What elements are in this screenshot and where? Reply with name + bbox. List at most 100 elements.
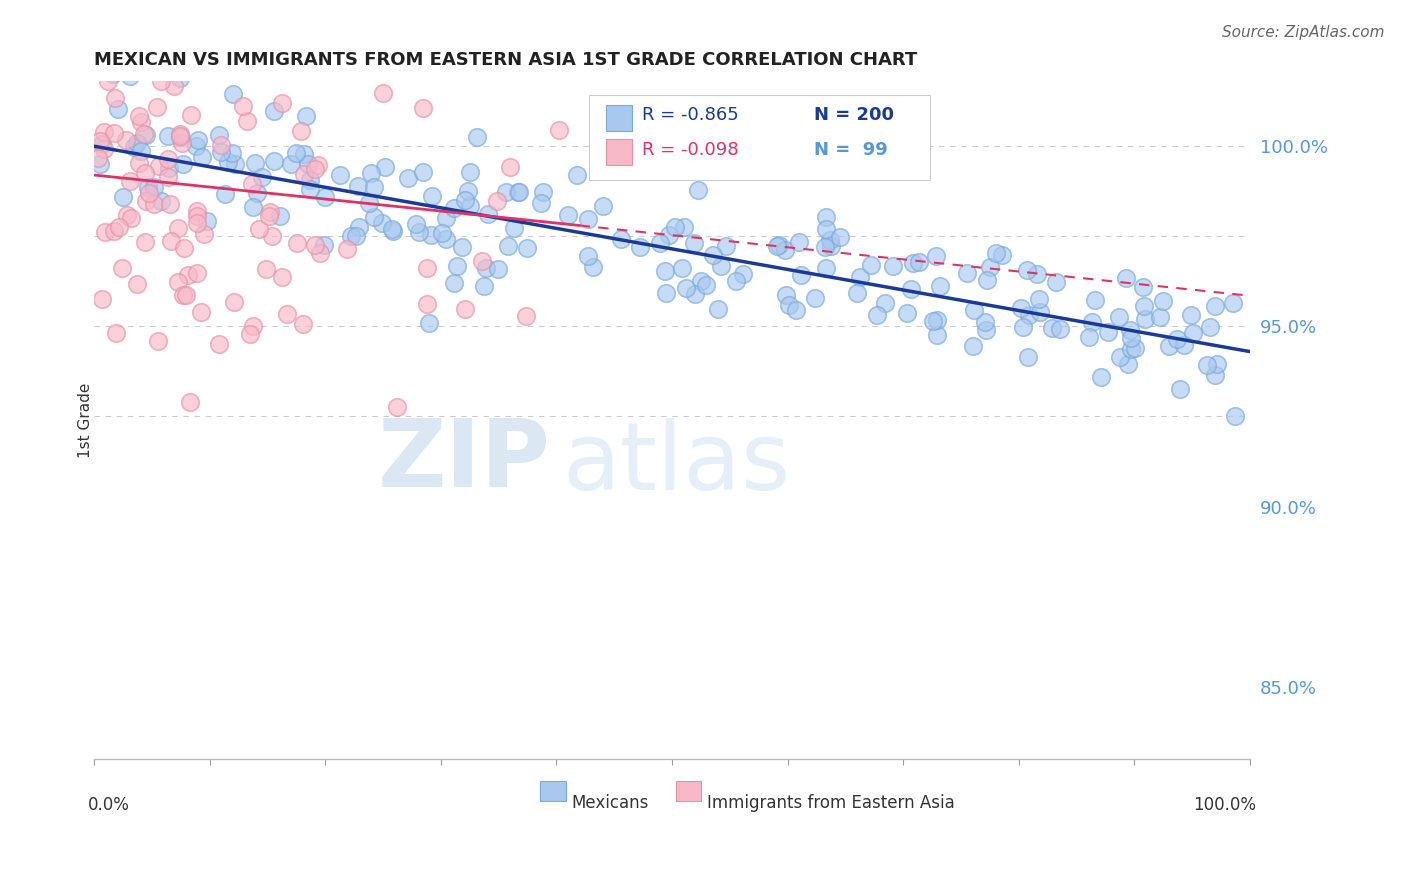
- Point: [828, 230, 851, 244]
- Point: [472, 279, 495, 293]
- Point: [1121, 342, 1143, 356]
- Point: [963, 302, 986, 317]
- Point: [309, 40, 332, 54]
- Point: [381, 222, 404, 236]
- Point: [814, 240, 837, 254]
- Bar: [606, 139, 631, 165]
- Point: [612, 27, 634, 41]
- Point: [695, 277, 717, 292]
- Point: [270, 270, 292, 285]
- Point: [654, 264, 676, 278]
- Point: [714, 238, 737, 252]
- Point: [208, 336, 231, 351]
- Point: [186, 266, 208, 280]
- Point: [984, 246, 1007, 260]
- Point: [485, 194, 508, 208]
- Point: [120, 174, 142, 188]
- Point: [515, 309, 537, 323]
- Text: ZIP: ZIP: [378, 415, 551, 507]
- Point: [1119, 323, 1142, 337]
- Point: [363, 211, 385, 225]
- Point: [176, 288, 198, 302]
- Point: [135, 128, 157, 142]
- Point: [346, 178, 368, 193]
- Point: [675, 280, 697, 294]
- Point: [768, 238, 790, 252]
- Point: [1119, 331, 1142, 345]
- Point: [1206, 357, 1229, 371]
- Point: [1157, 339, 1180, 353]
- Point: [658, 228, 681, 243]
- Point: [766, 239, 789, 253]
- Point: [163, 78, 186, 93]
- Point: [498, 239, 520, 253]
- Point: [262, 229, 284, 244]
- Point: [576, 212, 599, 227]
- Point: [508, 185, 530, 199]
- Point: [166, 275, 188, 289]
- Point: [420, 189, 443, 203]
- Point: [166, 221, 188, 235]
- Point: [127, 277, 149, 291]
- Point: [312, 238, 335, 252]
- Bar: [675, 781, 702, 802]
- Point: [170, 136, 193, 150]
- Text: Immigrants from Eastern Asia: Immigrants from Eastern Asia: [707, 794, 955, 812]
- Point: [240, 177, 263, 191]
- Point: [314, 190, 336, 204]
- Point: [187, 133, 209, 147]
- Point: [465, 129, 488, 144]
- Point: [1195, 358, 1218, 372]
- Text: MEXICAN VS IMMIGRANTS FROM EASTERN ASIA 1ST GRADE CORRELATION CHART: MEXICAN VS IMMIGRANTS FROM EASTERN ASIA …: [94, 51, 917, 69]
- Point: [849, 269, 872, 284]
- Point: [896, 306, 918, 320]
- Point: [1204, 299, 1226, 313]
- Point: [499, 161, 522, 175]
- Point: [90, 292, 112, 306]
- Point: [1018, 308, 1040, 322]
- Point: [271, 95, 294, 110]
- Point: [1108, 310, 1130, 325]
- Point: [259, 204, 281, 219]
- Point: [582, 260, 605, 274]
- Point: [136, 179, 159, 194]
- Point: [775, 288, 797, 302]
- Point: [242, 318, 264, 333]
- Point: [683, 287, 706, 301]
- Point: [103, 224, 125, 238]
- Point: [263, 103, 285, 118]
- Point: [157, 161, 180, 175]
- Point: [242, 200, 264, 214]
- Point: [1199, 320, 1222, 334]
- Point: [83, 29, 105, 43]
- Point: [1025, 268, 1047, 282]
- Point: [292, 147, 315, 161]
- Point: [112, 190, 135, 204]
- Point: [120, 211, 142, 225]
- Point: [214, 186, 236, 201]
- Point: [430, 226, 453, 240]
- Point: [689, 274, 711, 288]
- Point: [548, 123, 571, 137]
- Point: [702, 248, 724, 262]
- Point: [846, 286, 869, 301]
- Point: [363, 180, 385, 194]
- Point: [304, 238, 326, 252]
- Point: [1173, 338, 1195, 352]
- Point: [222, 294, 245, 309]
- Point: [503, 221, 526, 235]
- Point: [1123, 341, 1146, 355]
- Point: [169, 130, 191, 145]
- Point: [117, 208, 139, 222]
- Point: [818, 233, 841, 247]
- Point: [443, 201, 465, 215]
- Point: [344, 229, 367, 244]
- Point: [132, 128, 155, 142]
- Point: [284, 146, 307, 161]
- Point: [1180, 309, 1202, 323]
- Point: [111, 260, 134, 275]
- Point: [454, 302, 477, 317]
- Point: [373, 86, 395, 100]
- Point: [1108, 350, 1130, 364]
- Point: [180, 108, 202, 122]
